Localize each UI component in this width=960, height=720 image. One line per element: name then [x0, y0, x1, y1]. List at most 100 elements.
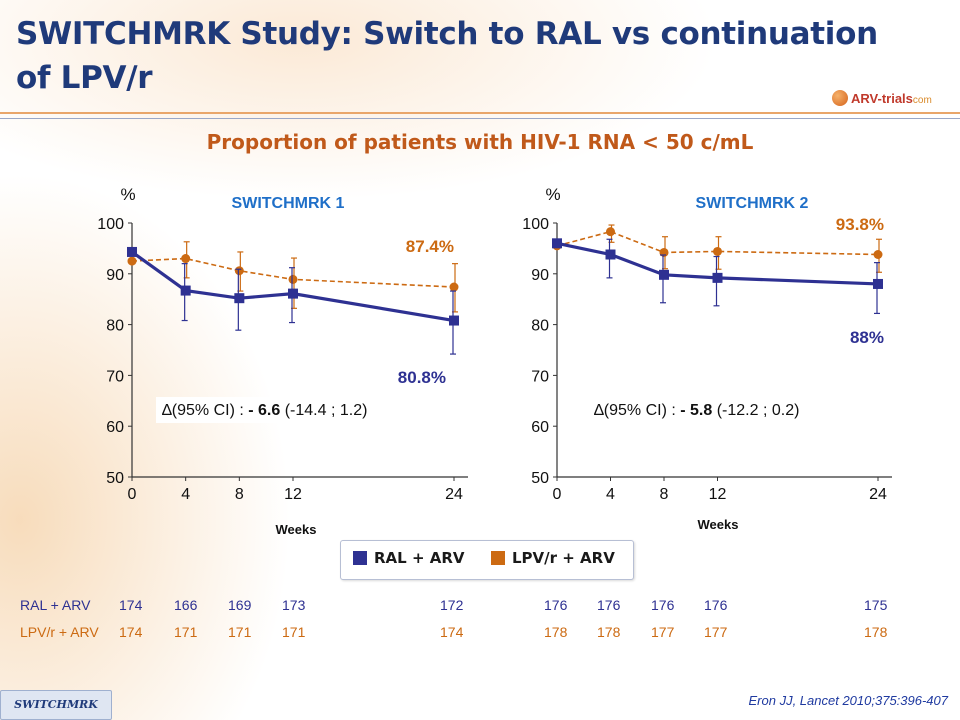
data-point-lpv: [234, 266, 244, 276]
delta-annotation-part: ∆(95% CI) :: [594, 402, 680, 419]
study-tag: SWITCHMRK: [0, 690, 112, 720]
data-point-ral: [288, 288, 298, 299]
data-point-lpv: [449, 282, 459, 292]
y-tick-label: 80: [531, 318, 549, 335]
legend-label-lpv: LPV/r + ARV: [512, 549, 615, 567]
end-label-lpv: 87.4%: [406, 237, 454, 256]
patient-count-cell: 174: [119, 624, 143, 640]
x-tick-label: 8: [235, 486, 244, 503]
data-point-ral: [449, 315, 459, 326]
y-tick-label: 50: [531, 470, 549, 487]
patient-count-cell: 172: [440, 597, 464, 613]
x-tick-label: 4: [181, 486, 190, 503]
delta-annotation: ∆(95% CI) : - 6.6 (-14.4 ; 1.2): [162, 402, 367, 419]
x-tick-label: 24: [445, 486, 463, 503]
patient-count-cell: 169: [228, 597, 252, 613]
y-axis-label: %: [545, 185, 560, 204]
delta-annotation-part: (-12.2 ; 0.2): [712, 402, 799, 419]
y-tick-label: 100: [97, 216, 124, 233]
data-point-lpv: [181, 254, 191, 264]
patient-count-cell: 174: [440, 624, 464, 640]
title-divider-secondary: [0, 118, 960, 119]
count-row-label-lpv: LPV/r + ARV: [20, 624, 99, 640]
x-tick-label: 12: [284, 486, 302, 503]
citation: Eron JJ, Lancet 2010;375:396-407: [748, 693, 948, 708]
patient-count-cell: 175: [864, 597, 888, 613]
patient-count-cell: 176: [544, 597, 568, 613]
delta-annotation-bg: [156, 397, 390, 423]
patient-count-cell: 176: [704, 597, 728, 613]
x-tick-label: 0: [553, 486, 562, 503]
delta-annotation: ∆(95% CI) : - 5.8 (-12.2 ; 0.2): [594, 402, 799, 419]
data-point-lpv: [713, 246, 722, 256]
patient-count-cell: 176: [651, 597, 675, 613]
data-point-lpv: [873, 249, 883, 259]
count-row-label-ral: RAL + ARV: [20, 597, 91, 613]
patient-count-cell: 177: [651, 624, 675, 640]
patient-count-row-ral: RAL + ARV 174 166 169 173 172 176 176 176 176 175: [0, 597, 960, 615]
y-tick-label: 70: [106, 368, 124, 385]
y-tick-label: 100: [522, 216, 549, 233]
patient-count-row-lpv: LPV/r + ARV 174 171 171 171 174 178 178 177 177 1…: [0, 624, 960, 642]
y-tick-label: 80: [106, 318, 124, 335]
panel-title: SWITCHMRK 2: [696, 195, 809, 212]
data-point-ral: [605, 249, 616, 260]
chart-subtitle: Proportion of patients with HIV-1 RNA < …: [206, 130, 754, 154]
data-point-ral: [659, 269, 669, 280]
data-point-ral: [127, 246, 137, 257]
data-point-ral: [712, 272, 723, 283]
data-point-lpv: [127, 256, 137, 266]
delta-annotation-bg: [588, 397, 824, 423]
x-axis-label: Weeks: [698, 517, 739, 532]
data-point-ral: [873, 278, 883, 289]
end-label-ral: 80.8%: [398, 368, 446, 387]
data-point-ral: [234, 293, 245, 304]
patient-count-cell: 171: [228, 624, 252, 640]
patient-count-cell: 176: [597, 597, 621, 613]
end-label-ral: 88%: [850, 328, 884, 347]
y-tick-label: 90: [106, 267, 124, 284]
legend-item-ral: RAL + ARV: [353, 549, 465, 567]
panel-title: SWITCHMRK 1: [232, 195, 345, 212]
y-tick-label: 50: [106, 470, 124, 487]
y-axis-label: %: [120, 185, 135, 204]
series-line-ral: [131, 250, 455, 323]
delta-annotation-part: ∆(95% CI) :: [162, 402, 248, 419]
x-axis-label: Weeks: [276, 522, 317, 537]
x-tick-label: 8: [660, 486, 669, 503]
legend-swatch-ral: [353, 551, 367, 565]
y-tick-label: 70: [531, 368, 549, 385]
data-point-lpv: [288, 274, 298, 284]
logo-suffix: com: [912, 95, 932, 106]
end-label-lpv: 93.8%: [836, 215, 884, 234]
arv-trials-logo: ARV-trialscom: [832, 90, 932, 106]
data-point-ral: [552, 238, 562, 249]
x-tick-label: 24: [869, 486, 887, 503]
data-point-lpv: [606, 227, 615, 237]
delta-annotation-part: (-14.4 ; 1.2): [280, 402, 367, 419]
legend: RAL + ARV LPV/r + ARV: [340, 540, 634, 580]
delta-annotation-part: - 6.6: [248, 402, 280, 419]
patient-count-cell: 177: [704, 624, 728, 640]
title-divider: [0, 112, 960, 114]
data-point-ral: [180, 285, 191, 296]
patient-count-cell: 174: [119, 597, 143, 613]
logo-brand: ARV-trials: [851, 91, 913, 106]
slide-title: SWITCHMRK Study: Switch to RAL vs contin…: [16, 16, 878, 96]
x-tick-label: 12: [709, 486, 727, 503]
data-point-lpv: [659, 247, 669, 257]
patient-count-cell: 178: [864, 624, 888, 640]
legend-label-ral: RAL + ARV: [374, 549, 465, 567]
legend-swatch-lpv: [491, 551, 505, 565]
legend-item-lpv: LPV/r + ARV: [491, 549, 615, 567]
patient-count-cell: 173: [282, 597, 306, 613]
logo-mark-icon: [832, 90, 848, 106]
patient-count-cell: 178: [597, 624, 621, 640]
y-tick-label: 90: [531, 267, 549, 284]
patient-count-cell: 166: [174, 597, 198, 613]
patient-count-cell: 171: [282, 624, 306, 640]
patient-count-cell: 178: [544, 624, 568, 640]
y-tick-label: 60: [106, 419, 124, 436]
